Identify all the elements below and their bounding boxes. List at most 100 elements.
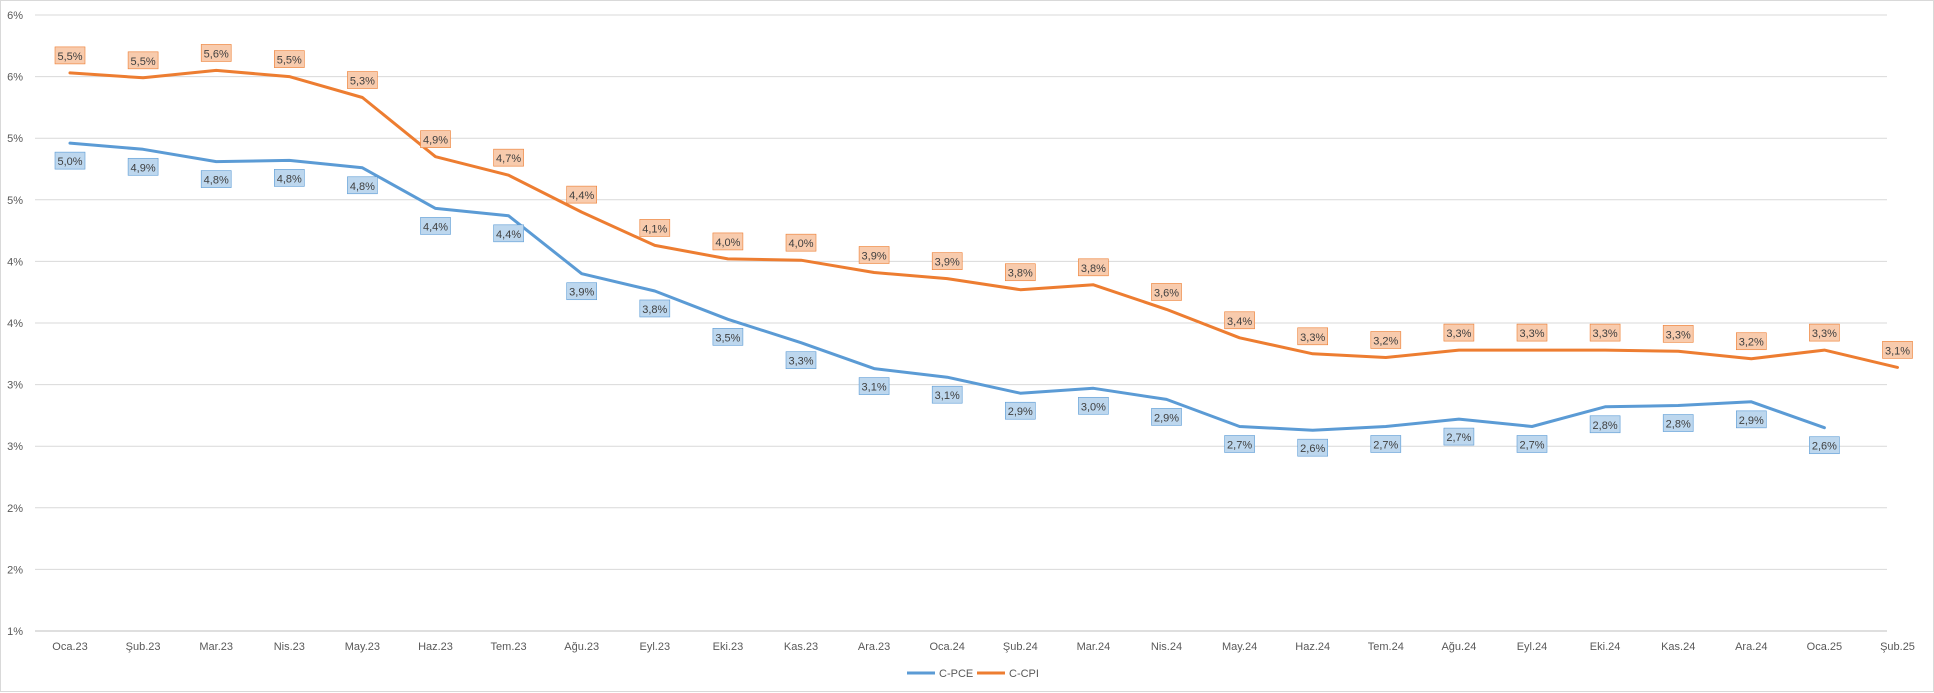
- data-label-text: 3,5%: [715, 332, 740, 344]
- data-label-text: 4,9%: [131, 162, 156, 174]
- data-label-text: 3,1%: [935, 390, 960, 402]
- x-tick-label: Şub.24: [1003, 641, 1038, 653]
- data-label-text: 3,3%: [1446, 328, 1471, 340]
- data-label-text: 4,8%: [277, 173, 302, 185]
- y-tick-label: 6%: [7, 10, 23, 22]
- data-label: 2,7%: [1224, 435, 1255, 453]
- data-label-box: [273, 50, 305, 68]
- data-label: 3,9%: [931, 252, 963, 270]
- x-tick-label: Eyl.23: [640, 641, 671, 653]
- data-label-text: 2,8%: [1593, 420, 1618, 432]
- data-label: 3,3%: [1589, 323, 1621, 342]
- data-label: 4,1%: [639, 219, 671, 237]
- data-label: 4,4%: [493, 224, 524, 243]
- x-tick-label: May.24: [1222, 641, 1257, 653]
- data-label: 4,9%: [127, 157, 159, 176]
- data-label-box: [1662, 325, 1694, 343]
- legend-item-c-pce: C-PCE: [907, 668, 973, 680]
- x-tick-label: Eyl.24: [1517, 641, 1548, 653]
- data-label-box: [1516, 323, 1548, 342]
- data-label-box: [1443, 323, 1475, 342]
- x-tick-label: Oca.25: [1807, 641, 1842, 653]
- data-label-box: [1443, 427, 1475, 446]
- data-label-box: [1589, 323, 1621, 342]
- data-label: 2,6%: [1809, 436, 1840, 455]
- data-label-box: [1297, 438, 1328, 457]
- data-label-box: [127, 157, 159, 176]
- data-label-box: [1809, 436, 1840, 455]
- data-label: 4,4%: [420, 217, 451, 235]
- data-label-box: [54, 151, 86, 170]
- data-label-box: [1224, 311, 1255, 330]
- legend-item-c-cpi: C-CPI: [977, 668, 1039, 680]
- data-label-text: 2,7%: [1519, 439, 1544, 451]
- data-label: 5,5%: [54, 46, 86, 65]
- data-label: 3,5%: [712, 328, 744, 346]
- data-label-box: [1004, 401, 1036, 420]
- data-label: 2,7%: [1443, 427, 1475, 446]
- data-label-text: 3,3%: [1300, 332, 1325, 344]
- data-label-box: [493, 224, 524, 243]
- data-label-text: 5,5%: [277, 55, 302, 67]
- data-label-text: 2,8%: [1666, 419, 1691, 431]
- x-tick-label: May.23: [345, 641, 380, 653]
- data-label: 4,8%: [273, 169, 305, 187]
- data-label-box: [127, 51, 159, 70]
- data-label-box: [785, 233, 817, 252]
- data-label-text: 3,3%: [1812, 328, 1837, 340]
- data-label: 3,0%: [1078, 396, 1109, 415]
- data-label: 4,7%: [493, 148, 524, 167]
- data-label-text: 4,0%: [788, 238, 813, 250]
- x-tick-label: Kas.23: [784, 641, 818, 653]
- x-tick-label: Ağu.24: [1441, 641, 1476, 653]
- data-label: 2,8%: [1662, 414, 1694, 432]
- data-label: 3,4%: [1224, 311, 1255, 330]
- data-label: 4,8%: [347, 176, 378, 195]
- x-tick-label: Mar.24: [1077, 641, 1111, 653]
- data-label-box: [1370, 435, 1402, 453]
- data-label-text: 4,9%: [423, 135, 448, 147]
- data-label-text: 2,7%: [1227, 439, 1252, 451]
- data-label-box: [712, 232, 744, 251]
- x-tick-label: Tem.23: [491, 641, 527, 653]
- data-label: 3,9%: [858, 246, 890, 264]
- data-label: 3,3%: [785, 351, 817, 370]
- data-label: 2,6%: [1297, 438, 1328, 457]
- data-label-text: 3,1%: [862, 382, 887, 394]
- series-line-c-cpi: [68, 68, 1899, 369]
- data-label-text: 2,7%: [1373, 439, 1398, 451]
- data-label-box: [347, 71, 378, 89]
- data-label-text: 2,6%: [1300, 443, 1325, 455]
- y-tick-label: 1%: [7, 626, 23, 638]
- data-label-text: 3,3%: [788, 356, 813, 368]
- data-label-box: [200, 170, 232, 188]
- data-label-box: [493, 148, 524, 167]
- data-label-box: [858, 246, 890, 264]
- y-tick-label: 2%: [7, 503, 23, 515]
- data-label-box: [1078, 396, 1109, 415]
- data-label: 3,1%: [931, 385, 963, 404]
- data-label-text: 3,1%: [1885, 345, 1910, 357]
- data-label: 3,1%: [1882, 341, 1913, 359]
- data-label-box: [566, 185, 598, 204]
- data-label-text: 5,5%: [57, 51, 82, 63]
- legend: C-PCE C-CPI: [907, 668, 1039, 680]
- data-label-box: [420, 217, 451, 235]
- x-tick-label: Eki.23: [713, 641, 744, 653]
- data-label: 3,9%: [566, 282, 598, 301]
- series-lines: [68, 68, 1899, 432]
- data-label-text: 4,4%: [423, 221, 448, 233]
- data-label: 2,8%: [1589, 415, 1621, 434]
- data-label-box: [54, 46, 86, 65]
- data-label-box: [1151, 283, 1182, 301]
- data-label-box: [931, 252, 963, 270]
- data-label: 4,4%: [566, 185, 598, 204]
- data-label-box: [712, 328, 744, 346]
- data-label-text: 5,6%: [204, 48, 229, 60]
- x-tick-label: Kas.24: [1661, 641, 1695, 653]
- x-tick-label: Oca.24: [929, 641, 964, 653]
- data-label-text: 3,8%: [1008, 268, 1033, 280]
- x-tick-label: Nis.23: [274, 641, 305, 653]
- data-label-text: 3,9%: [862, 250, 887, 262]
- data-label-box: [1589, 415, 1621, 434]
